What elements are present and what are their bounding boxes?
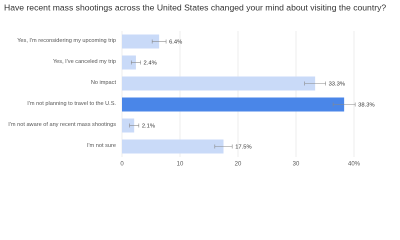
error-bar — [130, 60, 141, 65]
y-tick-label: I'm not planning to travel to the U.S. — [27, 101, 116, 108]
error-bar — [214, 144, 233, 149]
y-tick-label: Yes, I'm reconsidering my upcoming trip — [17, 38, 116, 45]
chart-title: Have recent mass shootings across the Un… — [4, 2, 386, 12]
value-label: 38.3% — [358, 103, 374, 109]
value-label: 2.4% — [144, 61, 157, 67]
x-tick-label: 30 — [293, 162, 300, 168]
error-bar — [151, 39, 167, 44]
bar — [122, 55, 136, 70]
x-tick-label: 10 — [177, 162, 184, 168]
y-tick-label-box: No impact — [90, 80, 116, 87]
y-tick-label: No impact — [90, 80, 116, 87]
page: {"chart_data": {"type": "bar", "orientat… — [4, 2, 387, 168]
value-label: 17.5% — [235, 145, 251, 151]
value-label: 33.3% — [329, 82, 345, 88]
bar — [122, 76, 316, 91]
y-tick-label: I'm not aware of any recent mass shootin… — [8, 122, 116, 129]
y-tick-label: I'm not sure — [86, 143, 116, 150]
y-tick-label-box: I'm not sure — [86, 143, 116, 150]
x-tick-label: 40% — [348, 162, 361, 168]
error-bar — [129, 123, 140, 128]
bar — [122, 139, 224, 154]
y-tick-label-box: Yes, I'm reconsidering my upcoming trip — [17, 38, 116, 45]
error-bar — [304, 81, 326, 86]
bar — [122, 34, 160, 49]
y-tick-label: Yes, I've canceled my trip — [52, 59, 116, 66]
y-tick-label-box: I'm not planning to travel to the U.S. — [27, 101, 116, 108]
y-tick-label-box: I'm not aware of any recent mass shootin… — [8, 122, 116, 129]
bar — [122, 118, 135, 133]
value-label: 6.4% — [169, 40, 182, 46]
error-bar — [332, 102, 356, 107]
y-tick-label-box: Yes, I've canceled my trip — [52, 59, 116, 66]
chart: Have recent mass shootings across the Un… — [4, 2, 386, 168]
x-tick-label: 20 — [235, 162, 242, 168]
x-tick-label: 0 — [120, 162, 124, 168]
value-label: 2.1% — [142, 124, 155, 130]
bar — [122, 97, 345, 112]
